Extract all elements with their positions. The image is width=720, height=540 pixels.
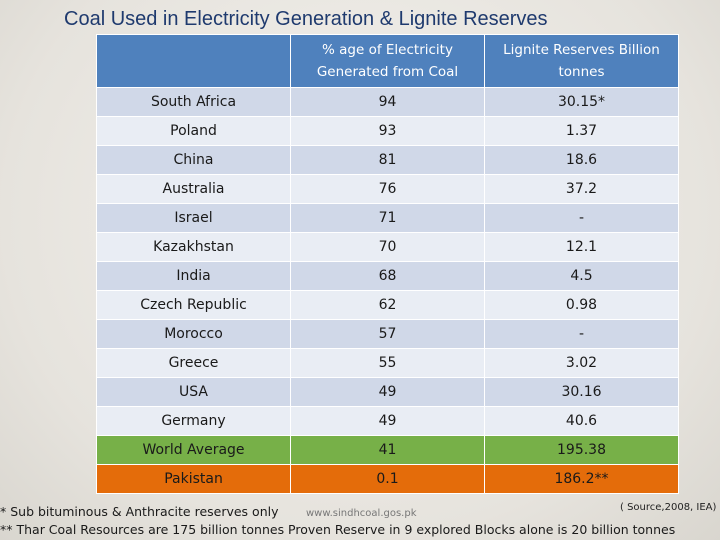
slide-title: Coal Used in Electricity Generation & Li… (64, 8, 548, 30)
country-cell: India (96, 261, 291, 291)
coal-pct-cell: 57 (290, 319, 485, 349)
header-lignite-reserves: Lignite Reserves Billion tonnes (484, 34, 679, 88)
table-row: USA 49 30.16 (96, 377, 679, 407)
table-row: Germany 49 40.6 (96, 406, 679, 436)
coal-pct-cell: 70 (290, 232, 485, 262)
reserves-cell: 0.98 (484, 290, 679, 320)
table-row: South Africa 94 30.15* (96, 87, 679, 117)
country-cell: World Average (96, 435, 291, 465)
country-cell: Greece (96, 348, 291, 378)
reserves-cell: 186.2** (484, 464, 679, 494)
country-cell: Australia (96, 174, 291, 204)
reserves-cell: 3.02 (484, 348, 679, 378)
country-cell: Poland (96, 116, 291, 146)
reserves-cell: 12.1 (484, 232, 679, 262)
reserves-cell: - (484, 319, 679, 349)
coal-pct-cell: 0.1 (290, 464, 485, 494)
coal-pct-cell: 76 (290, 174, 485, 204)
coal-pct-cell: 55 (290, 348, 485, 378)
reserves-cell: - (484, 203, 679, 233)
country-cell: Israel (96, 203, 291, 233)
country-cell: Morocco (96, 319, 291, 349)
coal-pct-cell: 93 (290, 116, 485, 146)
country-cell: Kazakhstan (96, 232, 291, 262)
reserves-cell: 40.6 (484, 406, 679, 436)
reserves-cell: 4.5 (484, 261, 679, 291)
table-row: Israel 71 - (96, 203, 679, 233)
table-row: Australia 76 37.2 (96, 174, 679, 204)
country-cell: USA (96, 377, 291, 407)
coal-pct-cell: 62 (290, 290, 485, 320)
footnote-thar-coal: ** Thar Coal Resources are 175 billion t… (0, 522, 676, 537)
world-average-row: World Average 41 195.38 (96, 435, 679, 465)
footnote-sub-bituminous: * Sub bituminous & Anthracite reserves o… (0, 504, 279, 519)
country-cell: Germany (96, 406, 291, 436)
table-row: Kazakhstan 70 12.1 (96, 232, 679, 262)
coal-data-table: % age of Electricity Generated from Coal… (96, 34, 679, 494)
coal-pct-cell: 81 (290, 145, 485, 175)
country-cell: Pakistan (96, 464, 291, 494)
coal-pct-cell: 49 (290, 406, 485, 436)
header-country (96, 34, 291, 88)
coal-pct-cell: 41 (290, 435, 485, 465)
coal-pct-cell: 71 (290, 203, 485, 233)
source-citation: ( Source,2008, IEA) (620, 502, 717, 513)
country-cell: Czech Republic (96, 290, 291, 320)
pakistan-row: Pakistan 0.1 186.2** (96, 464, 679, 494)
reserves-cell: 30.15* (484, 87, 679, 117)
country-cell: South Africa (96, 87, 291, 117)
table-row: Poland 93 1.37 (96, 116, 679, 146)
header-coal-percentage: % age of Electricity Generated from Coal (290, 34, 485, 88)
reserves-cell: 30.16 (484, 377, 679, 407)
table-row: Czech Republic 62 0.98 (96, 290, 679, 320)
table-row: Morocco 57 - (96, 319, 679, 349)
reserves-cell: 1.37 (484, 116, 679, 146)
coal-pct-cell: 49 (290, 377, 485, 407)
reserves-cell: 37.2 (484, 174, 679, 204)
reserves-cell: 195.38 (484, 435, 679, 465)
website-url: www.sindhcoal.gos.pk (306, 508, 417, 519)
coal-pct-cell: 68 (290, 261, 485, 291)
table-header-row: % age of Electricity Generated from Coal… (96, 34, 679, 88)
table-row: India 68 4.5 (96, 261, 679, 291)
table-row: Greece 55 3.02 (96, 348, 679, 378)
reserves-cell: 18.6 (484, 145, 679, 175)
table-row: China 81 18.6 (96, 145, 679, 175)
coal-pct-cell: 94 (290, 87, 485, 117)
country-cell: China (96, 145, 291, 175)
